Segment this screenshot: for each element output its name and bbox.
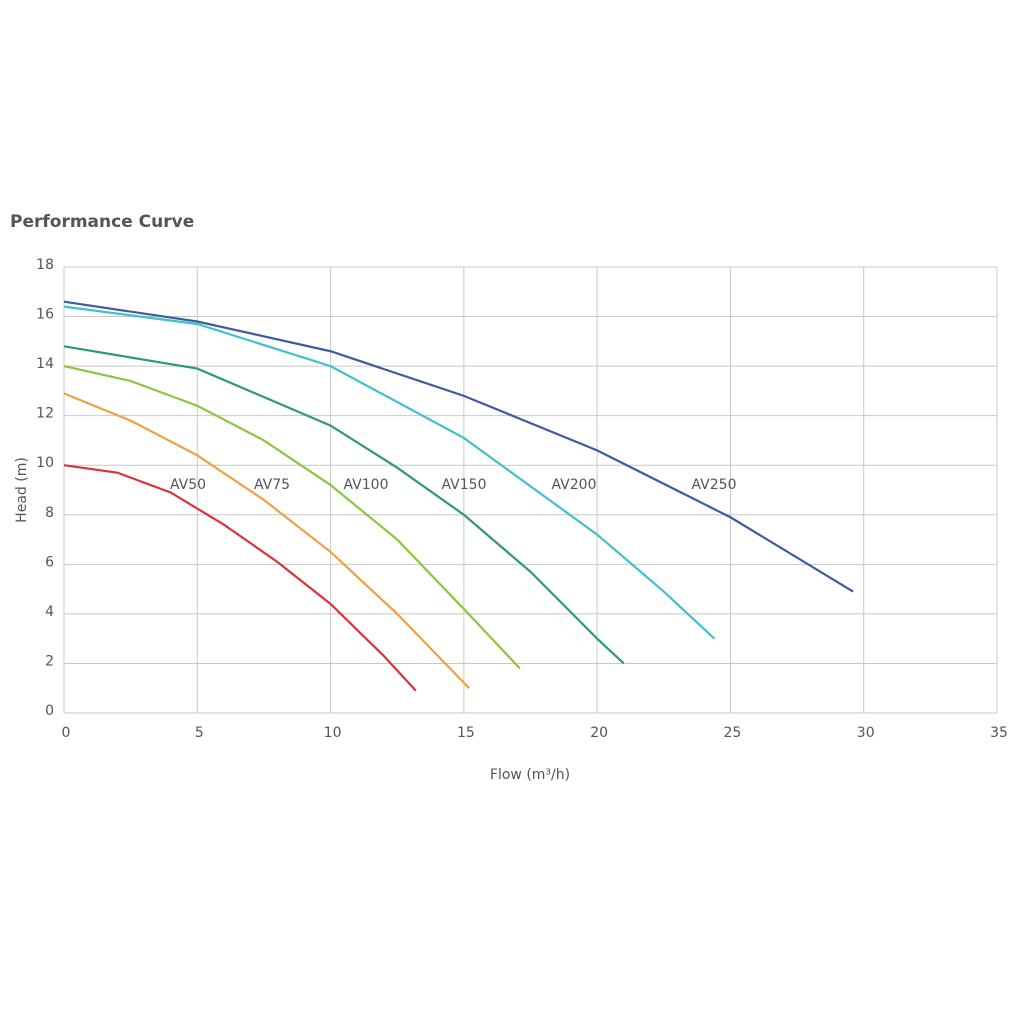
x-tick-label: 20 <box>590 725 608 741</box>
chart-title: Performance Curve <box>10 212 194 232</box>
y-tick-label: 18 <box>36 257 54 273</box>
x-tick-label: 10 <box>324 725 342 741</box>
y-tick-label: 10 <box>36 455 54 471</box>
x-tick-label: 25 <box>724 725 742 741</box>
series-line <box>63 345 625 665</box>
y-tick-label: 12 <box>36 406 54 422</box>
series-line <box>63 464 417 692</box>
series-label: AV150 <box>442 477 487 493</box>
series-label: AV200 <box>552 477 597 493</box>
x-tick-label: 35 <box>990 725 1008 741</box>
series-label: AV50 <box>170 477 206 493</box>
y-tick-label: 14 <box>36 356 54 372</box>
series-line <box>63 305 716 640</box>
series-line <box>63 300 854 593</box>
x-tick-label: 5 <box>195 725 204 741</box>
x-tick-label: 0 <box>62 725 71 741</box>
series-label: AV250 <box>692 477 737 493</box>
y-tick-label: 16 <box>36 307 54 323</box>
y-tick-label: 0 <box>45 703 54 719</box>
series-line <box>63 392 470 689</box>
y-tick-label: 2 <box>45 653 54 669</box>
series-line <box>63 365 521 670</box>
series-label: AV75 <box>254 477 290 493</box>
y-tick-label: 4 <box>45 604 54 620</box>
x-axis-label: Flow (m³/h) <box>490 767 570 783</box>
y-tick-label: 6 <box>45 554 54 570</box>
y-tick-label: 8 <box>45 505 54 521</box>
series-label: AV100 <box>344 477 389 493</box>
x-tick-label: 30 <box>857 725 875 741</box>
x-tick-label: 15 <box>457 725 475 741</box>
y-axis-label: Head (m) <box>14 457 30 523</box>
